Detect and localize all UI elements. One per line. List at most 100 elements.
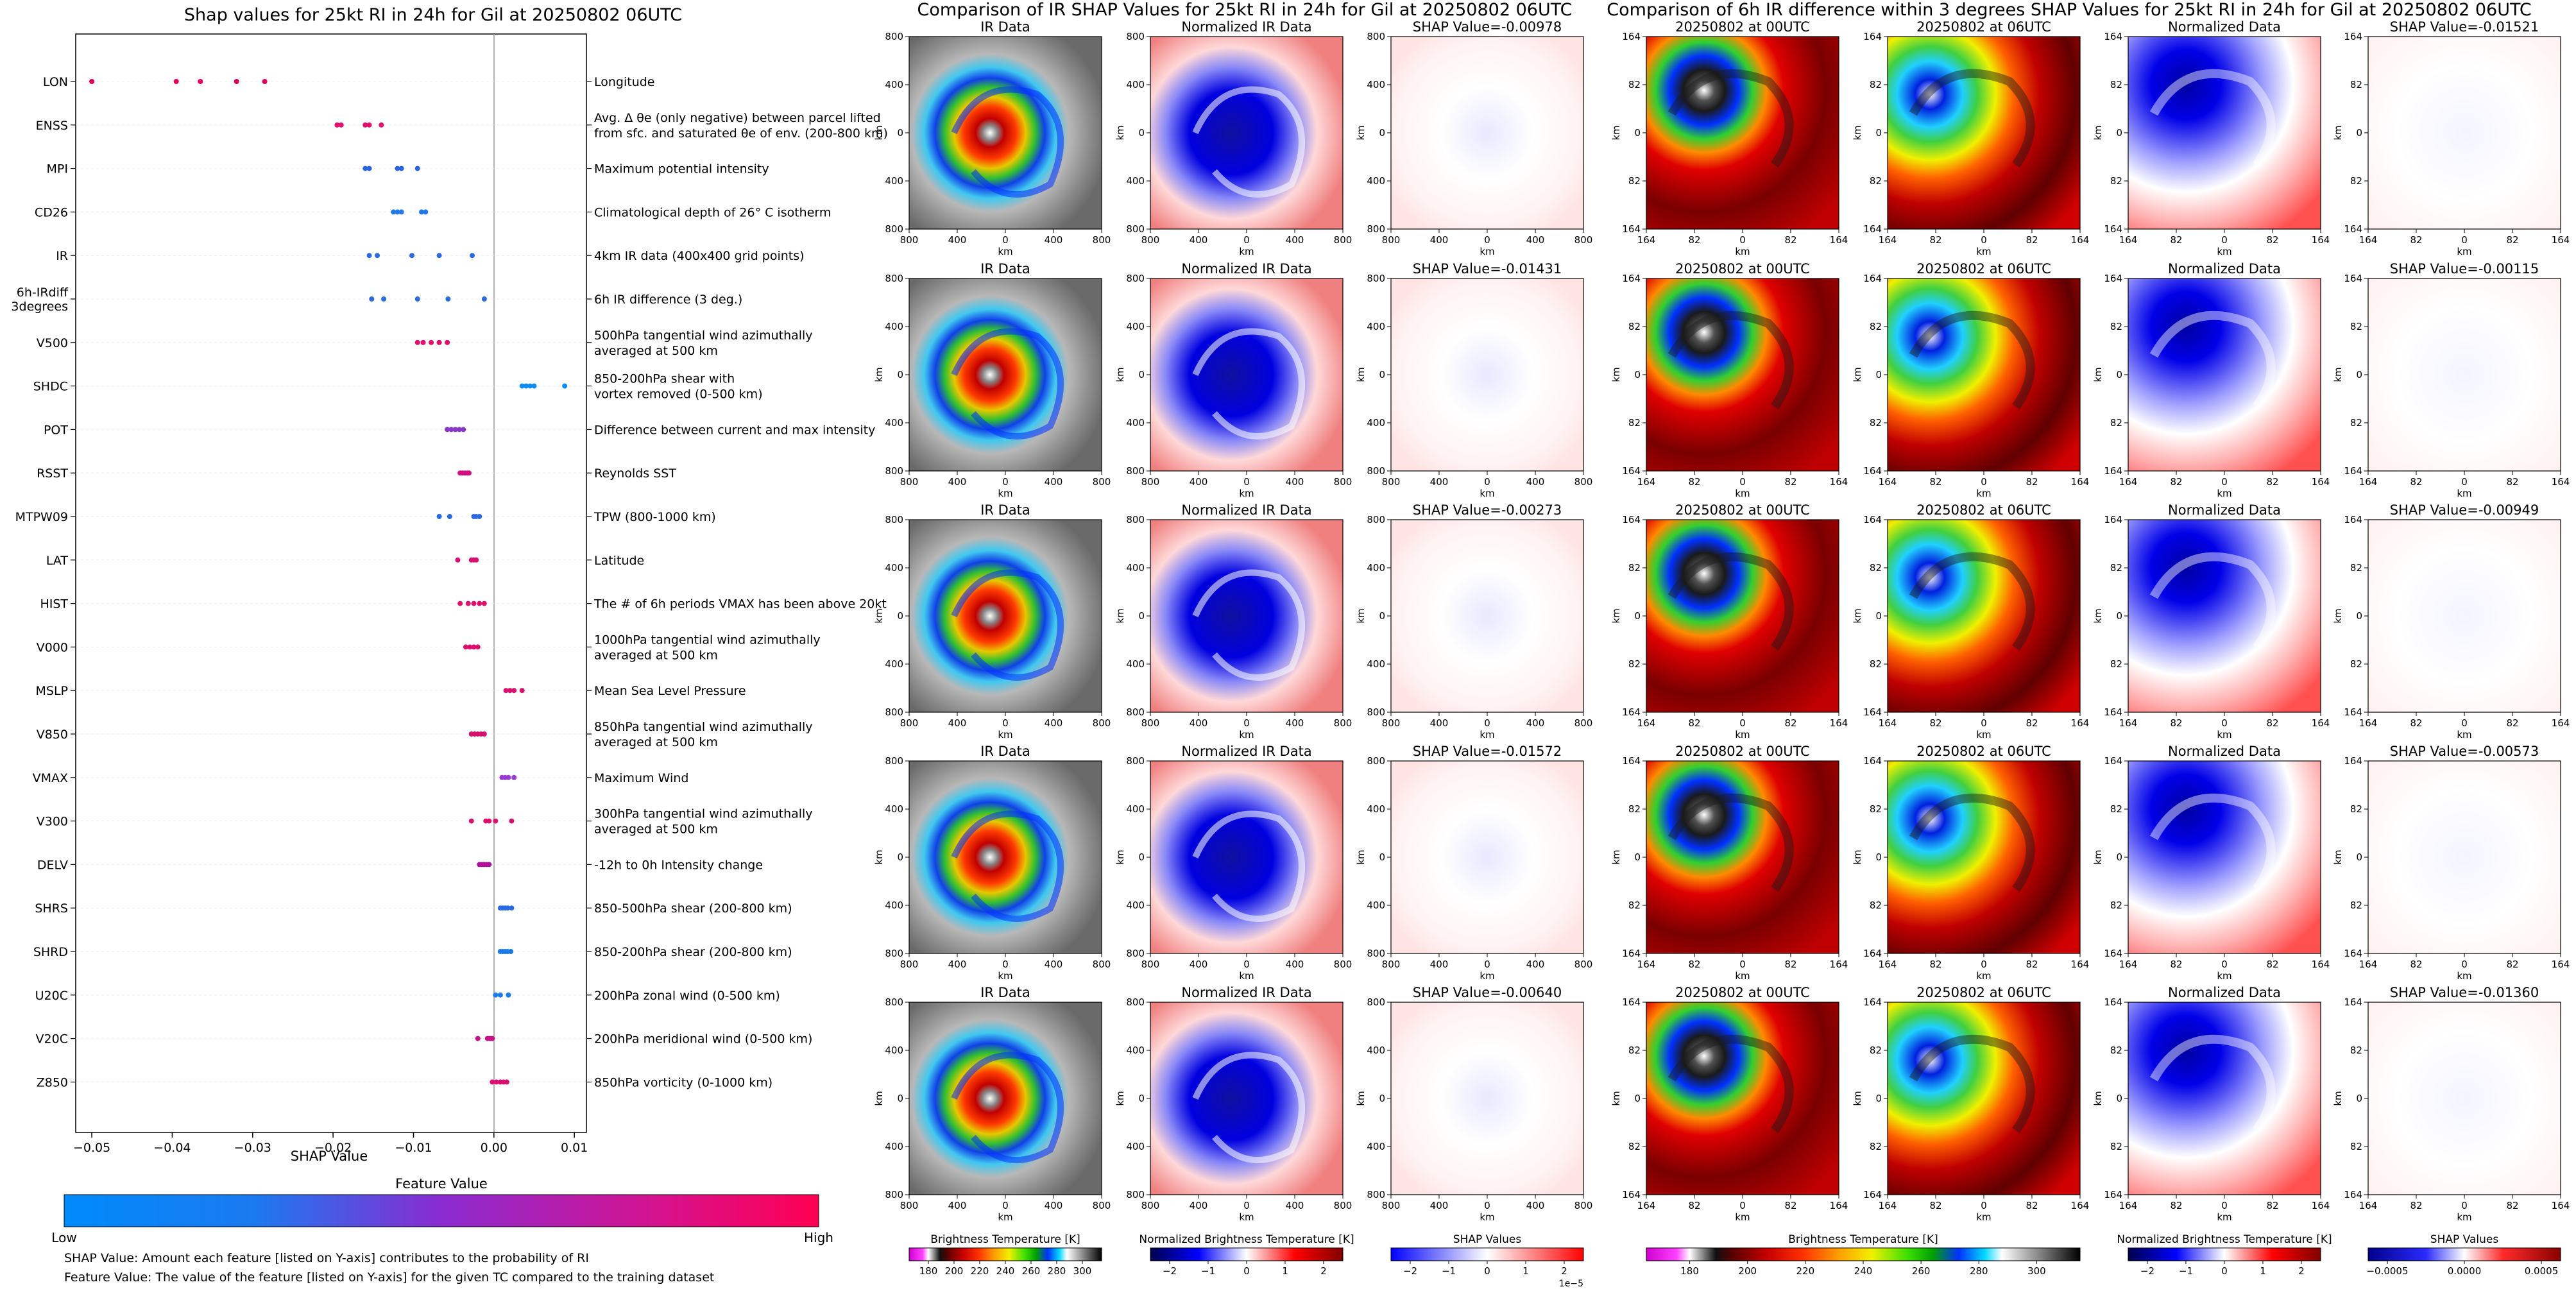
x-tick-label: 400 bbox=[1286, 959, 1304, 970]
y-tick-label: 82 bbox=[2350, 79, 2362, 90]
panel-title: SHAP Value=-0.00978 bbox=[1413, 19, 1562, 35]
y-axis-label: km bbox=[1852, 1091, 1863, 1105]
y-tick-label: 0 bbox=[897, 851, 903, 863]
x-tick-label: 164 bbox=[2359, 476, 2378, 488]
colorbar-tick-label: −1 bbox=[2179, 1265, 2193, 1277]
x-tick-label: 164 bbox=[1830, 234, 1848, 246]
x-tick-label: 164 bbox=[1879, 1200, 1897, 1211]
y-tick-label: 82 bbox=[2350, 900, 2362, 911]
feature-name: V300 bbox=[37, 815, 68, 829]
x-axis-label: km bbox=[2217, 729, 2231, 740]
x-tick-label: 0 bbox=[2461, 234, 2468, 246]
spiral-band bbox=[1192, 1052, 1305, 1163]
y-axis-label: km bbox=[2092, 125, 2104, 140]
panel-image bbox=[1150, 36, 1343, 230]
colorbar-tick-label: 1 bbox=[1282, 1265, 1288, 1277]
shap-summary-panel: Shap values for 25kt RI in 24h for Gil a… bbox=[11, 5, 888, 1285]
y-tick-label: 400 bbox=[885, 803, 903, 815]
x-tick-label: 800 bbox=[1382, 1200, 1401, 1211]
x-tick-label: 82 bbox=[1784, 1200, 1796, 1211]
x-tick-label: 82 bbox=[2410, 234, 2422, 246]
shap-point bbox=[486, 818, 492, 824]
x-axis-label: km bbox=[998, 729, 1012, 740]
y-tick-label: 0 bbox=[2116, 1093, 2122, 1104]
x-tick-label: 164 bbox=[2359, 1200, 2378, 1211]
y-tick-label: 0 bbox=[1634, 369, 1641, 380]
y-tick-label: 164 bbox=[2344, 948, 2362, 959]
y-tick-label: 0 bbox=[1379, 610, 1385, 622]
y-tick-label: 82 bbox=[2350, 1141, 2362, 1152]
y-tick-label: 0 bbox=[1634, 127, 1641, 139]
panel-image bbox=[1887, 1002, 2081, 1195]
colorbar-tick-label: −2 bbox=[2140, 1265, 2154, 1277]
shap-point bbox=[471, 601, 477, 606]
x-tick-label: 164 bbox=[2071, 1200, 2090, 1211]
x-tick-label: 164 bbox=[2312, 717, 2330, 729]
y-tick-label: 0 bbox=[1634, 851, 1641, 863]
x-tick-label: 800 bbox=[1141, 476, 1160, 488]
y-tick-label: 82 bbox=[1870, 900, 1882, 911]
shap-point bbox=[475, 644, 481, 650]
x-tick-label: 0 bbox=[1002, 717, 1009, 729]
y-tick-label: 400 bbox=[1126, 803, 1145, 815]
x-tick-label: 82 bbox=[2410, 476, 2422, 488]
image-panel: 20250802 at 00UTC1641648282008282164164k… bbox=[1610, 502, 1848, 740]
x-tick-label: 800 bbox=[1093, 476, 1111, 488]
image-grid: IR Data 800 800 400 400 0 0 400 400 800 800 km km Nor… bbox=[873, 19, 2570, 1223]
shap-point bbox=[395, 209, 400, 215]
x-tick-label: 0 bbox=[1739, 959, 1746, 970]
x-tick-label: 82 bbox=[2170, 1200, 2182, 1211]
x-tick-label: 164 bbox=[1637, 959, 1656, 970]
feature-description: Avg. Δ θe (only negative) between parcel… bbox=[594, 111, 881, 125]
image-panel: SHAP Value=-0.00949164164828200828216416… bbox=[2332, 502, 2570, 740]
panel-image bbox=[1390, 36, 1584, 230]
x-axis-label: km bbox=[1480, 246, 1494, 257]
x-tick-label: 82 bbox=[2026, 1200, 2038, 1211]
x-tick-label: 164 bbox=[2359, 717, 2378, 729]
x-tick-label: 164 bbox=[1637, 1200, 1656, 1211]
y-tick-label: 400 bbox=[1126, 658, 1145, 670]
x-tick-label: 400 bbox=[948, 717, 967, 729]
x-axis-label: km bbox=[1735, 729, 1750, 740]
shap-point bbox=[519, 383, 525, 389]
y-tick-label: 164 bbox=[1622, 273, 1641, 284]
x-tick-label: 800 bbox=[1141, 959, 1160, 970]
x-axis-label: km bbox=[1735, 488, 1750, 499]
feature-description: averaged at 500 km bbox=[594, 648, 718, 662]
x-tick-label: 82 bbox=[1784, 717, 1796, 729]
feature-description: 1000hPa tangential wind azimuthally bbox=[594, 633, 821, 647]
y-tick-label: 164 bbox=[1622, 755, 1641, 767]
panel-title: IR Data bbox=[980, 261, 1030, 277]
x-tick-label: 164 bbox=[1879, 717, 1897, 729]
shap-point bbox=[506, 774, 511, 780]
feature-name: MPI bbox=[47, 162, 68, 176]
panel-title: IR Data bbox=[980, 985, 1030, 1000]
image-panel: SHAP Value=-0.00640800800400400004004008… bbox=[1355, 985, 1592, 1223]
panel-image bbox=[1646, 36, 1839, 230]
y-tick-label: 0 bbox=[1379, 1093, 1385, 1104]
image-panel: Normalized IR Data8008004004000040040080… bbox=[1114, 502, 1352, 740]
spiral-band bbox=[951, 328, 1064, 440]
shap-point bbox=[366, 122, 372, 128]
y-tick-label: 0 bbox=[897, 1093, 903, 1104]
y-tick-label: 800 bbox=[885, 706, 903, 718]
y-tick-label: 0 bbox=[2356, 127, 2362, 139]
x-tick-label: 400 bbox=[1526, 476, 1545, 488]
y-tick-label: 164 bbox=[2104, 465, 2122, 477]
colorbar-title: Feature Value bbox=[395, 1176, 488, 1191]
y-tick-label: 82 bbox=[2110, 803, 2122, 815]
y-tick-label: 800 bbox=[1367, 465, 1385, 477]
shap-point bbox=[477, 514, 482, 519]
colorbar-tick-label: 0 bbox=[2221, 1265, 2228, 1277]
x-tick-label: 164 bbox=[2071, 234, 2090, 246]
x-tick-label: 82 bbox=[1929, 234, 1941, 246]
x-tick-label: 800 bbox=[1574, 234, 1593, 246]
panel-title: Normalized Data bbox=[2168, 502, 2281, 518]
y-tick-label: 164 bbox=[2104, 1189, 2122, 1200]
x-tick-label: 0 bbox=[1243, 1200, 1250, 1211]
feature-description: Longitude bbox=[594, 75, 655, 89]
x-axis-label: km bbox=[1480, 1211, 1494, 1223]
spiral-band bbox=[951, 86, 1064, 198]
